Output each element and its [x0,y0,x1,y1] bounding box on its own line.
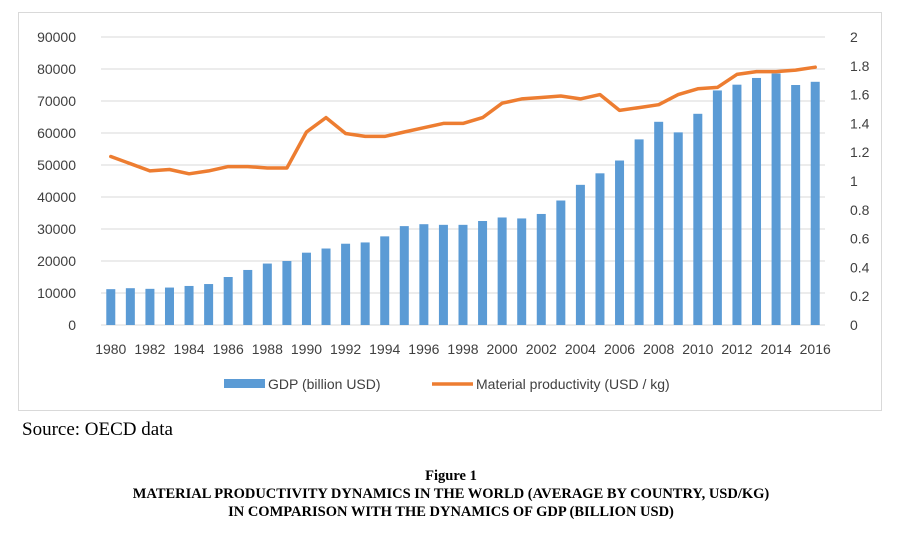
legend-label-productivity: Material productivity (USD / kg) [476,376,670,392]
y-left-tick-label: 30000 [37,221,76,237]
productivity-line-path [109,65,817,176]
gdp-bar [810,81,820,325]
y-left-tick-label: 70000 [37,93,76,109]
gdp-bars [106,73,820,326]
gdp-bar [145,288,155,325]
gdp-bar [282,261,292,325]
gdp-bar [673,132,683,325]
gridlines [101,36,825,326]
y-left-tick-label: 40000 [37,189,76,205]
x-tick-label: 2008 [643,341,674,357]
gdp-bar [341,243,351,325]
y-right-tick-label: 1 [850,173,858,189]
gdp-bar [497,217,507,325]
gdp-bar [262,263,272,325]
y-right-tick-label: 1.4 [850,115,870,131]
y-right-tick-label: 1.2 [850,144,870,160]
x-tick-label: 1992 [330,341,361,357]
gdp-bar [360,242,370,325]
gdp-bar [399,226,409,325]
gdp-bar [771,73,781,325]
x-tick-label: 2006 [604,341,635,357]
gdp-bar [712,90,722,325]
gdp-bar [164,287,174,325]
x-tick-label: 1984 [173,341,204,357]
x-tick-label: 1980 [95,341,126,357]
gdp-bar [634,139,644,325]
left-axis-ticks: 0 10000 20000 30000 40000 50000 60000 70000 8000… [37,29,76,333]
gdp-bar [106,289,116,325]
y-left-tick-label: 10000 [37,285,76,301]
y-left-tick-label: 80000 [37,61,76,77]
figure-title-line-1: MATERIAL PRODUCTIVITY DYNAMICS IN THE WO… [132,486,770,502]
combo-chart: 0100002000030000400005000060000700008000… [37,29,870,392]
gdp-bar [595,173,605,325]
y-right-tick-label: 0.2 [850,288,870,304]
y-right-tick-label: 1.8 [850,58,870,74]
legend: GDP (billion USD) Material productivity … [224,376,670,392]
right-axis-ticks: 0 0.2 0.4 0.6 0.8 1 1.2 1.4 1.6 1.8 2 [850,29,870,333]
source-note: Source: OECD data [22,419,173,440]
x-axis-ticks: 1980 1982 1984 1986 1988 1990 1992 1994 1996 1998… [95,341,831,357]
gdp-bar [125,288,135,325]
y-right-tick-label: 1.6 [850,87,870,103]
x-tick-label: 1990 [291,341,322,357]
y-left-tick-label: 20000 [37,253,76,269]
gdp-bar [204,284,214,325]
legend-swatch-gdp [224,379,265,388]
figure-caption: Figure 1 MATERIAL PRODUCTIVITY DYNAMICS … [0,467,902,521]
y-left-tick-label: 60000 [37,125,76,141]
y-left-tick-label: 90000 [37,29,76,45]
gdp-bar [556,200,566,325]
x-tick-label: 1994 [369,341,400,357]
x-tick-label: 1988 [252,341,283,357]
gdp-bar [575,184,585,325]
x-tick-label: 2002 [526,341,557,357]
y-right-tick-label: 0.8 [850,202,870,218]
gdp-bar [243,269,253,325]
gdp-bar [438,224,448,325]
gdp-bar [301,252,311,325]
x-tick-label: 1986 [213,341,244,357]
y-right-tick-label: 2 [850,29,858,45]
y-left-tick-label: 0 [68,317,76,333]
gdp-bar [419,224,429,325]
x-tick-label: 2004 [565,341,596,357]
x-tick-label: 1982 [134,341,165,357]
gdp-bar [791,85,801,325]
gdp-bar [615,160,625,325]
gdp-bar [693,113,703,325]
y-right-tick-label: 0.4 [850,259,870,275]
gdp-bar [654,121,664,325]
gdp-bar [321,248,331,325]
x-tick-label: 2014 [761,341,792,357]
gdp-bar [478,221,488,325]
gdp-bar [752,77,762,326]
gdp-bar [380,236,390,325]
productivity-line [109,65,817,176]
gdp-bar [536,213,546,325]
figure-label: Figure 1 [425,468,477,484]
x-tick-label: 1998 [447,341,478,357]
chart-frame: 0 10000 20000 30000 40000 50000 60000 70000 8000… [18,12,882,411]
gdp-bar [517,218,527,325]
x-tick-label: 2016 [800,341,831,357]
gdp-bar [458,224,468,325]
y-right-tick-label: 0.6 [850,231,870,247]
y-left-tick-label: 50000 [37,157,76,173]
x-tick-label: 2010 [682,341,713,357]
x-tick-label: 2000 [487,341,518,357]
legend-label-gdp: GDP (billion USD) [268,376,381,392]
gdp-bar [732,84,742,326]
x-tick-label: 2012 [721,341,752,357]
gdp-bar [184,285,194,325]
gdp-bar [223,277,233,325]
y-right-tick-label: 0 [850,317,858,333]
figure-title-line-2: IN COMPARISON WITH THE DYNAMICS OF GDP (… [228,504,674,520]
x-tick-label: 1996 [408,341,439,357]
